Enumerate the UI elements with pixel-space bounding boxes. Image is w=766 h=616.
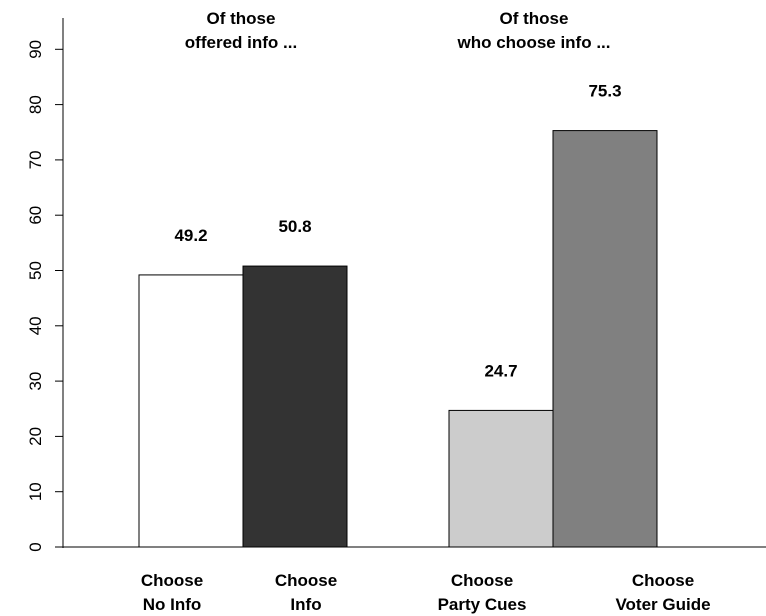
y-tick-label: 30 [26, 372, 45, 391]
panel-heading: Of those [500, 9, 569, 28]
category-labels: Choose No Info Choose Info Choose Party Cues C… [141, 571, 711, 614]
category-label: Choose [141, 571, 203, 590]
y-tick-label: 20 [26, 427, 45, 446]
y-tick-label: 70 [26, 150, 45, 169]
bar-value-labels: 49.2 50.8 24.7 75.3 [174, 82, 621, 381]
y-tick-label: 60 [26, 206, 45, 225]
panel-heading: offered info ... [185, 33, 297, 52]
bar-value-label: 24.7 [484, 361, 517, 380]
category-label: Party Cues [438, 595, 527, 614]
bar [138, 274, 244, 548]
bar [242, 265, 348, 548]
bar-value-label: 49.2 [174, 226, 207, 245]
bars [138, 130, 658, 548]
panel-heading: Of those [207, 9, 276, 28]
bar-value-label: 75.3 [588, 82, 621, 101]
category-label: Choose [451, 571, 513, 590]
y-tick-label: 80 [26, 95, 45, 114]
y-tick-label: 40 [26, 316, 45, 335]
bar-value-label: 50.8 [278, 217, 311, 236]
category-label: Info [290, 595, 321, 614]
category-label: Choose [632, 571, 694, 590]
category-label: No Info [143, 595, 202, 614]
y-tick-label: 90 [26, 40, 45, 59]
bar [552, 130, 658, 548]
y-tick-label: 50 [26, 261, 45, 280]
bar [448, 409, 554, 548]
y-tick-label: 0 [26, 542, 45, 551]
y-tick-label: 10 [26, 482, 45, 501]
panel-headings: Of those offered info ... Of those who choo… [185, 9, 611, 52]
category-label: Choose [275, 571, 337, 590]
category-label: Voter Guide [615, 595, 710, 614]
panel-heading: who choose info ... [457, 33, 611, 52]
y-axis-ticks: 0 10 20 30 40 50 60 70 80 90 [26, 40, 63, 552]
